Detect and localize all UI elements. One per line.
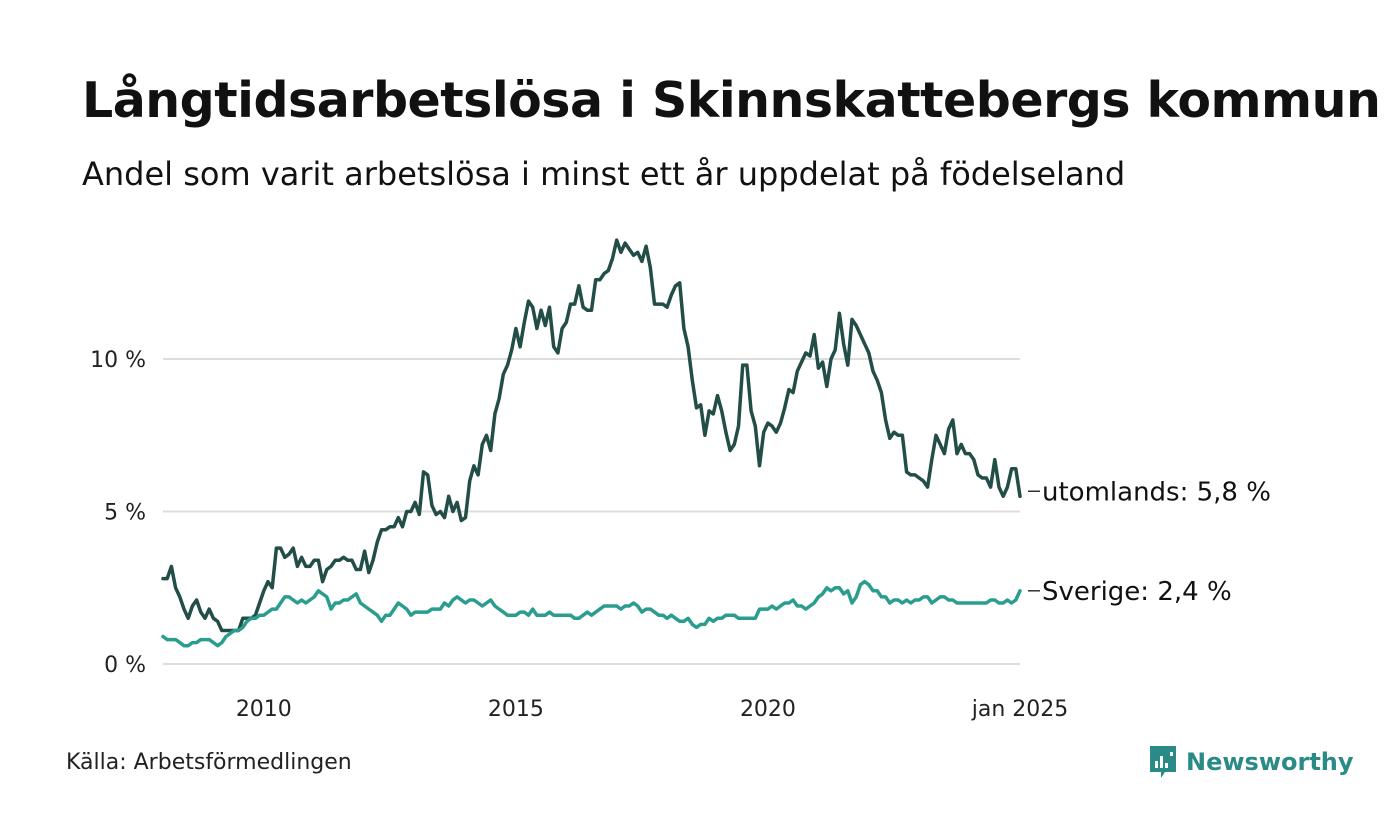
y-axis-ticks: 0 % 5 % 10 % — [90, 348, 146, 678]
x-tick-label: 2015 — [488, 697, 544, 722]
series-end-label-sverige: Sverige: 2,4 % — [1042, 577, 1232, 607]
chart-subtitle: Andel som varit arbetslösa i minst ett å… — [82, 155, 1126, 193]
chart-title: Långtidsarbetslösa i Skinnskattebergs ko… — [82, 72, 1381, 129]
newsworthy-logo-icon — [1150, 746, 1176, 778]
newsworthy-logo-text: Newsworthy — [1186, 748, 1354, 776]
x-tick-label: 2020 — [740, 697, 796, 722]
line-chart: 0 % 5 % 10 % 2010 2015 2020 jan 2025 utomland… — [90, 238, 1271, 722]
series-lines — [161, 238, 1022, 648]
newsworthy-logo: Newsworthy — [1148, 744, 1354, 780]
source-note: Källa: Arbetsförmedlingen — [66, 750, 352, 775]
y-tick-label: 10 % — [90, 348, 146, 373]
series-end-labels: utomlands: 5,8 % Sverige: 2,4 % — [1028, 477, 1271, 607]
x-tick-label: 2010 — [236, 697, 292, 722]
series-end-label-utomlands: utomlands: 5,8 % — [1042, 477, 1271, 507]
x-tick-label: jan 2025 — [971, 697, 1069, 722]
y-tick-label: 0 % — [104, 653, 146, 678]
x-axis-ticks: 2010 2015 2020 jan 2025 — [236, 697, 1068, 722]
series-line-utomlands — [161, 238, 1022, 633]
series-line-sverige — [161, 579, 1022, 648]
y-tick-label: 5 % — [104, 501, 146, 526]
gridlines — [163, 358, 1020, 665]
